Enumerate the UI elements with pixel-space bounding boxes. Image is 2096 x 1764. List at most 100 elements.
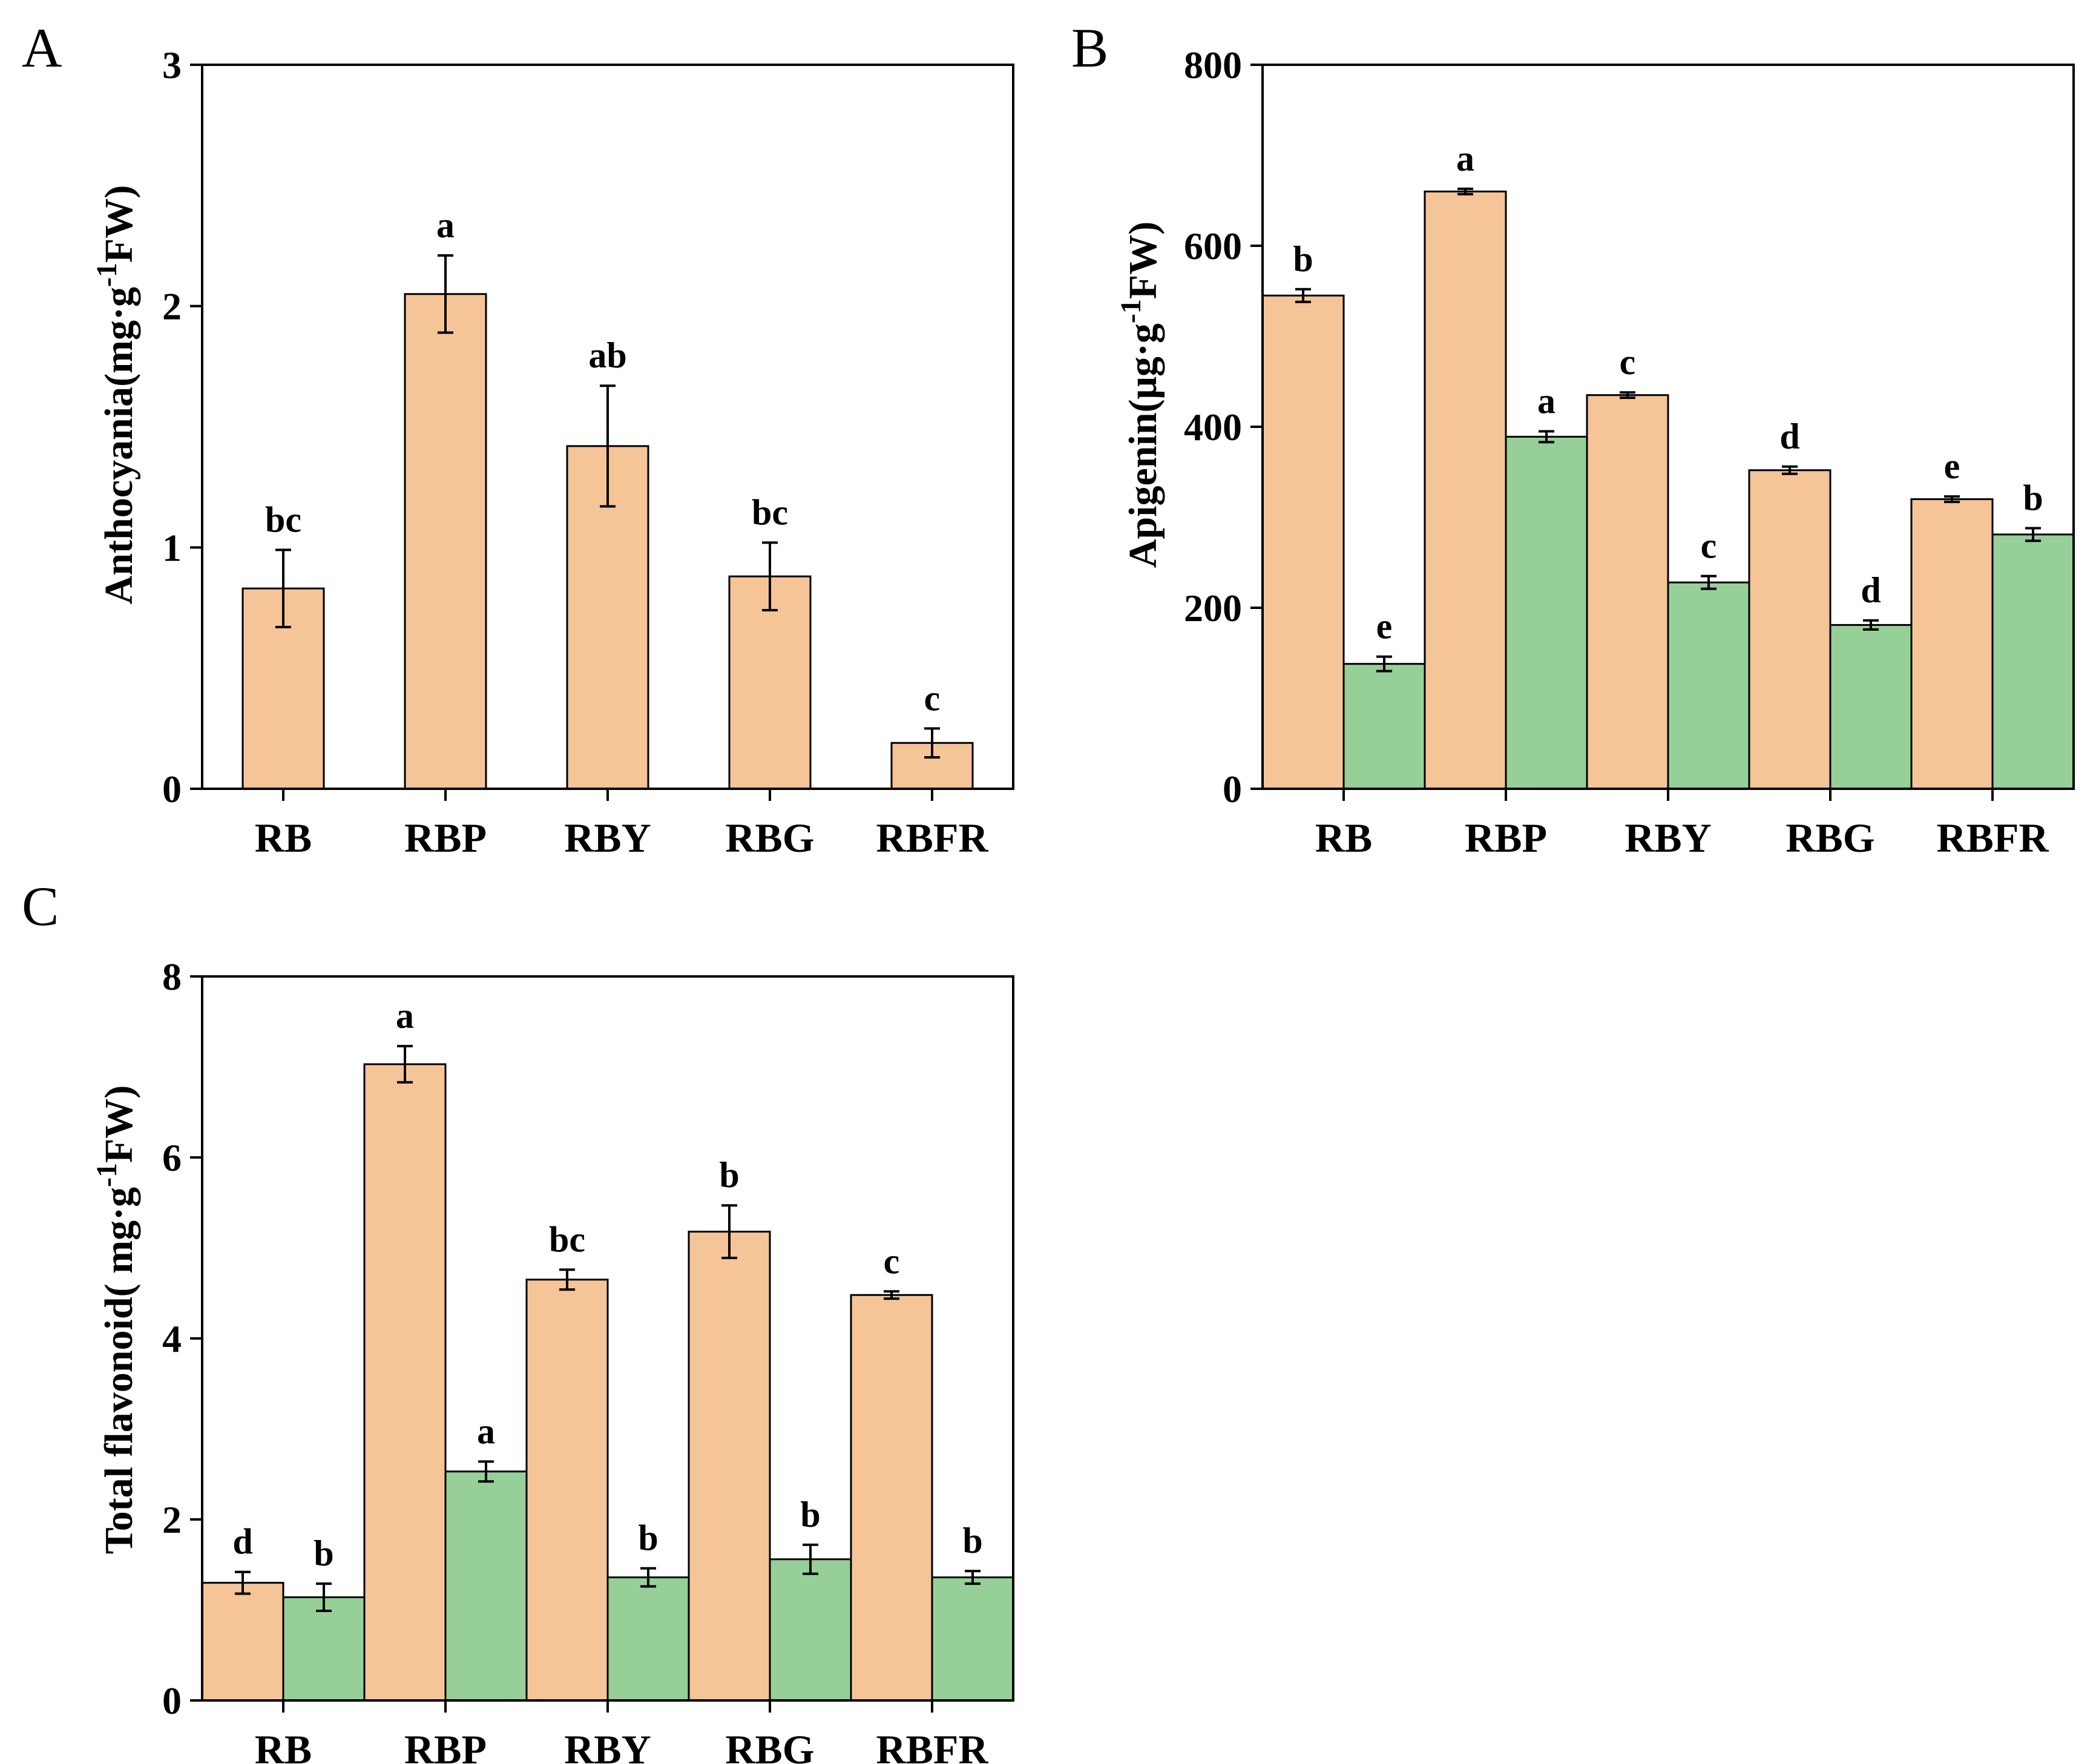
panel-c-y-axis: 0 2 4 6 8 [162,955,202,1722]
panel-a-sig-letter-series1-RBG: bc [752,492,788,532]
panel-c-ytick-label-2: 4 [162,1317,182,1360]
panel-b-sig-letter-series2-RBG: d [1861,570,1881,610]
panel-c-ytick-label-4: 8 [162,955,182,998]
panel-c-category-label-0: RB [255,1726,312,1764]
panel-c-errorbar-series2-RB [316,1582,332,1612]
panel-c-sig-letter-series1-RBG: b [719,1155,739,1195]
panel-a-category-label-4: RBFR [876,815,988,861]
panel-b-sig-letter-series1-RBP: a [1456,139,1474,179]
panel-a-ytick-label-1: 1 [162,526,182,569]
panel-b-plot-frame [1261,64,2075,790]
panel-b-bar-series1-RBG [1748,469,1832,790]
panel-c-bar-series2-RBFR [931,1576,1014,1702]
panel-b-letter: B [1071,17,1108,79]
panel-c-errorbar-series2-RBP [478,1460,494,1483]
panel-b-category-label-1: RBP [1465,815,1547,861]
panel-a-category-label-3: RBG [725,815,814,861]
panel-c-errorbar-series1-RB [235,1570,251,1595]
panel-b-errorbar-series2-RB [1376,655,1392,673]
panel-c-bar-series1-RBY [525,1279,609,1702]
panel-b-sig-letter-series2-RBP: a [1537,381,1556,421]
panel-c-category-label-1: RBP [404,1726,487,1764]
panel-c-bar-series1-RBFR [850,1294,933,1702]
panel-a-errorbar-series1-RBG [762,541,778,611]
panel-a-sig-letter-series1-RB: bc [265,499,301,539]
panel-c-sig-letter-series2-RBFR: b [962,1521,982,1561]
panel-a-bar-series1-RBG [728,575,812,790]
panel-b-bar-series2-RB [1342,663,1426,790]
panel-c-errorbar-series1-RBP [397,1045,413,1084]
panel-b-ylabel: Apigenin(μg·g-1FW) [1115,222,1166,568]
panel-c-ytick-label-1: 2 [162,1498,182,1541]
panel-c-ylabel: Total flavonoid( mg·g-1FW) [91,1085,142,1555]
panel-c-bar-series1-RBP [363,1063,447,1702]
panel-c-sig-letter-series1-RBY: bc [549,1219,585,1259]
panel-b-errorbar-series2-RBY [1701,574,1717,590]
panel-a: A Anthocyania(mg·g-1FW) 0 1 2 3 bc a ab bc c RB… [22,17,1014,861]
panel-b-sig-letter-series1-RBY: c [1620,342,1636,382]
panel-c-bar-series1-RBG [688,1231,771,1702]
panel-b-category-label-2: RBY [1625,815,1712,861]
panel-b-sig-letter-series1-RB: b [1293,239,1313,279]
panel-a-errorbar-series1-RBP [438,254,453,334]
panel-c-ytick-label-3: 6 [162,1136,182,1179]
panel-c-sig-letter-series2-RBG: b [800,1495,820,1535]
panel-b-bar-series2-RBY [1667,581,1750,790]
panel-c-ytick-label-0: 0 [162,1679,182,1722]
panel-c-bar-series2-RBP [444,1470,528,1702]
panel-b-ytick-label-1: 200 [1184,587,1242,630]
panel-c-errorbar-series2-RBY [640,1567,656,1588]
panel-c-x-axis: RB RBP RBY RBG RBFR [255,1700,988,1764]
panel-a-ytick-label-2: 2 [162,285,182,328]
panel-b-category-label-4: RBFR [1936,815,2049,861]
panel-a-ytick-label-3: 3 [162,44,182,87]
panel-c-bar-series2-RBY [606,1576,690,1702]
panel-c-plot-frame [201,975,1014,1702]
panel-b-errorbar-series1-RBP [1457,187,1473,196]
panel-b-ytick-label-2: 400 [1184,406,1242,449]
panel-c-bar-series1-RB [201,1582,284,1702]
panel-b-y-axis: 0 200 400 600 800 [1184,44,1263,811]
panel-a-sig-letter-series1-RBP: a [436,205,455,245]
panel-b-sig-letter-series1-RBFR: e [1944,446,1960,486]
panel-b-bar-series1-RBY [1586,394,1669,790]
panel-a-category-label-2: RBY [564,815,651,861]
panel-b-sig-letter-series2-RB: e [1376,607,1393,647]
panel-a-ytick-label-0: 0 [162,768,182,811]
panel-c-sig-letter-series2-RBY: b [638,1518,658,1558]
panel-a-errorbar-series1-RBFR [924,727,940,759]
panel-c-category-label-3: RBG [725,1726,814,1764]
panel-a-plot-frame [201,64,1014,790]
panel-b-category-label-0: RB [1315,815,1372,861]
panel-b-errorbar-series1-RBY [1620,391,1635,400]
panel-c-sig-letter-series2-RBP: a [477,1411,495,1451]
panel-a-x-axis: RB RBP RBY RBG RBFR [255,789,988,861]
panel-b-errorbar-series2-RBP [1539,430,1554,444]
panel-c-errorbar-series2-RBG [803,1543,818,1575]
panel-c-errorbar-series1-RBY [559,1268,575,1291]
panel-b-errorbar-series2-RBFR [2025,527,2041,542]
panel-c-errorbar-series2-RBFR [965,1570,981,1585]
panel-c-sig-letter-series1-RBP: a [396,996,414,1036]
panel-c-sig-letter-series1-RBFR: c [884,1241,900,1281]
panel-c-sig-letter-series1-RB: d [232,1522,252,1562]
panel-a-category-label-1: RBP [404,815,487,861]
panel-b-errorbar-series1-RB [1295,288,1311,303]
panel-c-bar-series2-RBG [769,1558,852,1702]
panel-b-ytick-label-0: 0 [1223,768,1242,811]
panel-a-ylabel: Anthocyania(mg·g-1FW) [91,185,142,605]
panel-a-errorbar-series1-RBY [600,384,616,508]
panel-b-sig-letter-series2-RBY: c [1701,526,1717,566]
panel-b-x-axis: RB RBP RBY RBG RBFR [1315,789,2049,861]
panel-a-category-label-0: RB [255,815,312,861]
panel-a-y-axis: 0 1 2 3 [162,44,202,811]
panel-c-bar-series2-RB [282,1596,366,1702]
panel-b-errorbar-series2-RBG [1863,619,1879,631]
panel-b-errorbar-series1-RBG [1782,465,1798,475]
panel-b-ytick-label-4: 800 [1184,44,1242,87]
panel-b-bars: b e a a c c d d e b [1261,139,2075,790]
panel-c-errorbar-series1-RBG [721,1204,737,1259]
panel-b-sig-letter-series1-RBG: d [1779,416,1799,456]
